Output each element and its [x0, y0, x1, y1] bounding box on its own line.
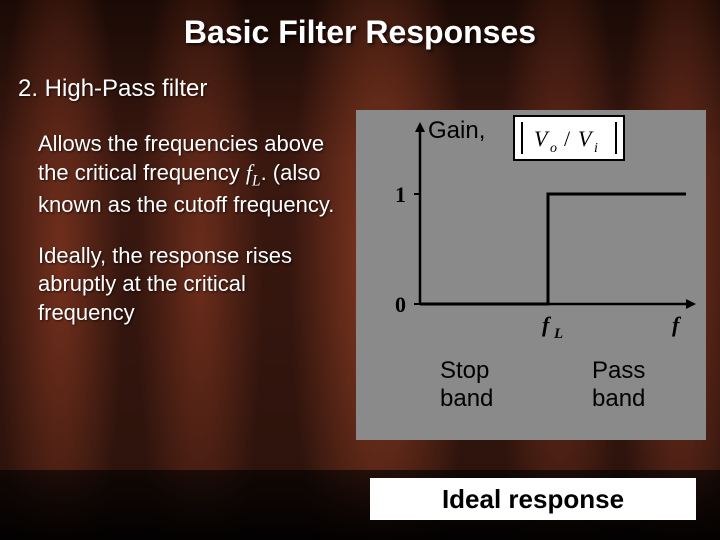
svg-text:f: f — [542, 312, 552, 337]
slide-content: Basic Filter Responses 2. High-Pass filt… — [0, 0, 720, 540]
svg-text:band: band — [592, 385, 645, 412]
svg-text:f: f — [672, 312, 682, 337]
svg-text:Gain,: Gain, — [428, 117, 485, 144]
slide-title: Basic Filter Responses — [0, 0, 720, 51]
svg-text:Pass: Pass — [592, 357, 645, 384]
chart-svg: 10Gain,Vo/VifLfStopbandPassband — [356, 110, 706, 440]
highpass-chart: 10Gain,Vo/VifLfStopbandPassband — [356, 110, 706, 440]
svg-text:o: o — [550, 141, 557, 156]
chart-caption: Ideal response — [370, 478, 696, 520]
svg-text:/: / — [564, 126, 571, 151]
critical-freq-symbol: fL — [246, 160, 261, 185]
svg-text:Stop: Stop — [440, 357, 489, 384]
svg-text:i: i — [594, 141, 598, 156]
svg-text:L: L — [553, 326, 563, 342]
paragraph-1: Allows the frequencies above the critica… — [38, 130, 348, 220]
svg-text:band: band — [440, 385, 493, 412]
body-text-column: Allows the frequencies above the critica… — [38, 130, 348, 327]
paragraph-2: Ideally, the response rises abruptly at … — [38, 242, 348, 328]
fL-sub: L — [252, 172, 261, 189]
slide-subhead: 2. High-Pass filter — [0, 51, 720, 103]
svg-text:1: 1 — [395, 182, 406, 207]
svg-text:0: 0 — [395, 292, 406, 317]
